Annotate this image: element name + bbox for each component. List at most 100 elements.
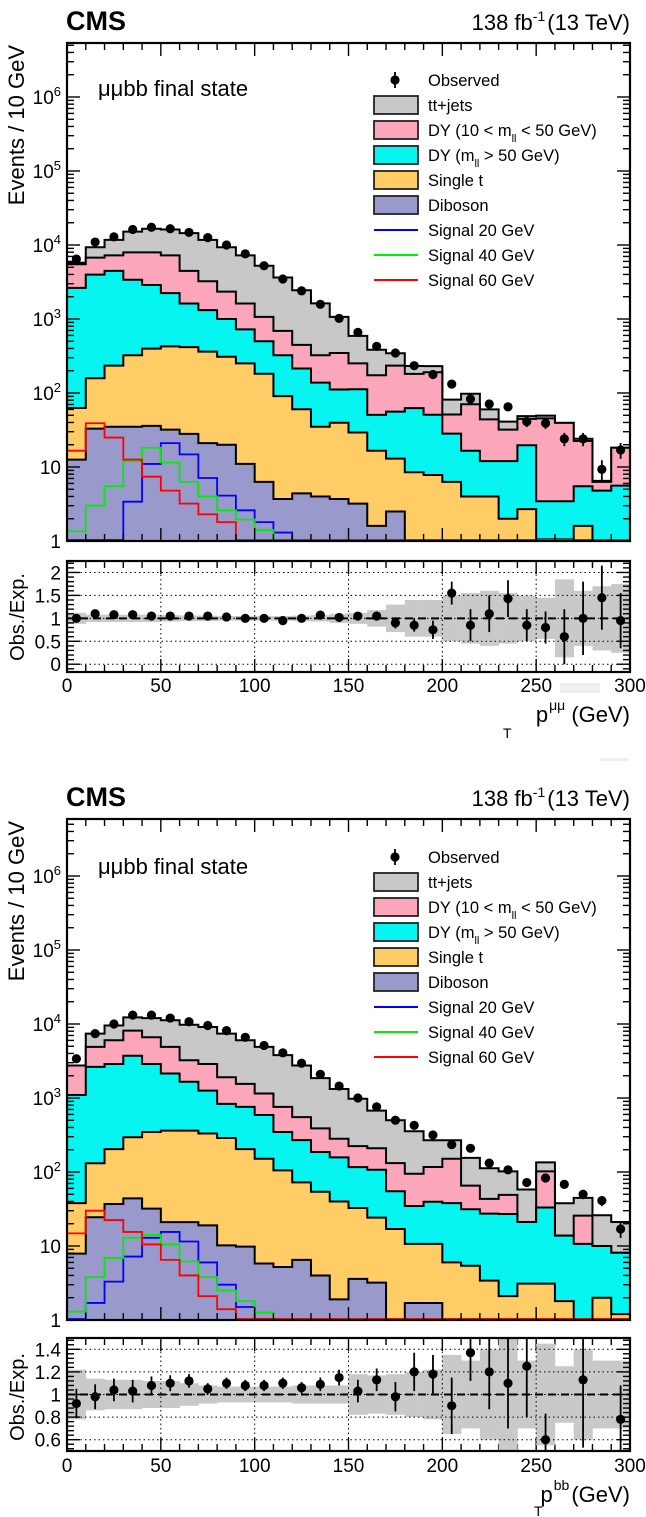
stack-bar — [442, 1262, 462, 1320]
stack-outline — [67, 424, 630, 541]
y-tick-label-base: 10 — [33, 867, 54, 888]
stack-bar — [235, 463, 255, 541]
ratio-point — [203, 1384, 213, 1394]
y-axis-title: Events / 10 GeV — [4, 821, 29, 982]
x-tick-label: 250 — [520, 676, 552, 697]
plot-pt-mumu: CMS 138 fb-1(13 TeV) μμbb final state Ev… — [4, 6, 646, 741]
ratio-point — [146, 611, 157, 621]
stack-bar — [67, 459, 87, 541]
ratio-tick-label: 0.6 — [35, 1431, 61, 1452]
legend-item: DY (mll > 50 GeV) — [373, 922, 560, 947]
plot-pt-bb: CMS 138 fb-1(13 TeV) μμbb final state Ev… — [4, 782, 646, 1517]
ratio-point — [315, 610, 325, 620]
legend-item: DY (mll > 50 GeV) — [373, 145, 560, 170]
x-tick-label: 50 — [150, 1456, 171, 1477]
ratio-point — [390, 1392, 401, 1402]
observed-point — [259, 261, 269, 271]
observed-point — [616, 1224, 626, 1234]
observed-point — [578, 434, 588, 444]
stack-bar — [461, 1265, 481, 1320]
legend: Observed tt+jets DY (10 < mll < 50 GeV)DY … — [373, 849, 597, 1067]
legend-item: DY (10 < mll < 50 GeV) — [373, 897, 597, 922]
legend-item: Signal 20 GeV — [374, 222, 534, 240]
uncertainty-band — [235, 1386, 255, 1403]
observed-point — [390, 348, 401, 358]
ratio-point — [503, 1378, 513, 1388]
legend-item: Single t — [373, 947, 483, 967]
stack-bar — [554, 1235, 574, 1320]
x-tick-label: 0 — [62, 1456, 73, 1477]
stack-outline — [67, 227, 630, 541]
stack-bar — [498, 518, 518, 541]
stack-bar — [292, 1259, 312, 1320]
observed-point — [522, 417, 532, 427]
y-tick-label-base: 1 — [50, 532, 61, 553]
x-tick-label: 150 — [333, 676, 365, 697]
legend-item: Signal 60 GeV — [374, 272, 534, 290]
y-tick-label-base: 1 — [50, 1311, 61, 1332]
observed-point — [522, 1177, 532, 1188]
observed-point — [71, 1054, 81, 1064]
ratio-point — [278, 1378, 288, 1388]
stack-bar — [423, 1243, 443, 1320]
legend-swatch — [373, 120, 419, 140]
stack-bar — [592, 490, 612, 541]
observed-point — [390, 1115, 401, 1125]
y-tick-label: 104 — [33, 1011, 61, 1036]
x-axis-title: pμμ (GeV) — [536, 697, 630, 727]
stack-bar — [217, 1245, 237, 1320]
legend-label: Observed — [428, 849, 500, 867]
legend-label-text: Diboson — [428, 197, 489, 215]
uncertainty-band — [329, 1385, 349, 1404]
legend-label: tt+jets — [428, 97, 472, 115]
y-tick-label: 104 — [33, 232, 61, 257]
ratio-point — [71, 1398, 81, 1409]
observed-point — [128, 1010, 138, 1020]
ratio-point — [90, 1392, 100, 1402]
y-tick-label: 105 — [33, 937, 61, 962]
legend-label-text: > 50 GeV) — [479, 924, 559, 942]
observed-point — [597, 1196, 607, 1206]
observed-point — [278, 274, 288, 284]
ratio-point — [522, 1361, 532, 1371]
stack-bar — [348, 503, 368, 541]
stack-bar — [573, 1243, 593, 1320]
y-tick-label-base: 10 — [40, 458, 61, 479]
stack-bar — [67, 1253, 87, 1320]
ratio-point — [146, 1380, 157, 1391]
legend-label: Signal 60 GeV — [428, 1049, 534, 1067]
stack-bar — [498, 1296, 518, 1320]
y-tick-label: 103 — [33, 306, 61, 331]
x-tick-label: 200 — [426, 1456, 458, 1477]
legend-label-text: Observed — [428, 72, 500, 90]
legend-item: Single t — [373, 170, 483, 190]
legend-label-text: Signal 60 GeV — [428, 272, 534, 290]
stack-bar — [367, 1282, 387, 1320]
stack-bar — [517, 1283, 537, 1320]
stack-bar — [573, 525, 593, 541]
legend-label: tt+jets — [428, 874, 472, 892]
ratio-point — [465, 620, 476, 630]
stack-bar — [611, 1314, 630, 1320]
stack-outline — [67, 1129, 630, 1320]
legend-label: Signal 60 GeV — [428, 272, 534, 290]
y-tick-label: 103 — [33, 1085, 61, 1110]
legend-label-text: Single t — [428, 172, 483, 190]
legend-label-text: < 50 GeV) — [517, 899, 597, 917]
observed-point — [165, 1013, 175, 1023]
ratio-point — [184, 611, 194, 621]
stack-bar — [592, 1297, 612, 1320]
ratio-tick-label: 1 — [50, 1386, 61, 1407]
stack-bar — [142, 1208, 162, 1320]
stack-bar — [404, 1302, 424, 1320]
ratio-point — [597, 593, 607, 603]
lumi-label: 138 fb-1(13 TeV) — [472, 8, 630, 35]
x-tick-label: 300 — [614, 1456, 646, 1477]
uncertainty-band — [367, 1375, 387, 1414]
stack-bar — [160, 1222, 180, 1320]
y-tick-label-exponent: 5 — [54, 158, 61, 173]
legend-label: Diboson — [428, 974, 489, 992]
observed-point — [128, 224, 138, 235]
main-panel — [67, 222, 630, 541]
